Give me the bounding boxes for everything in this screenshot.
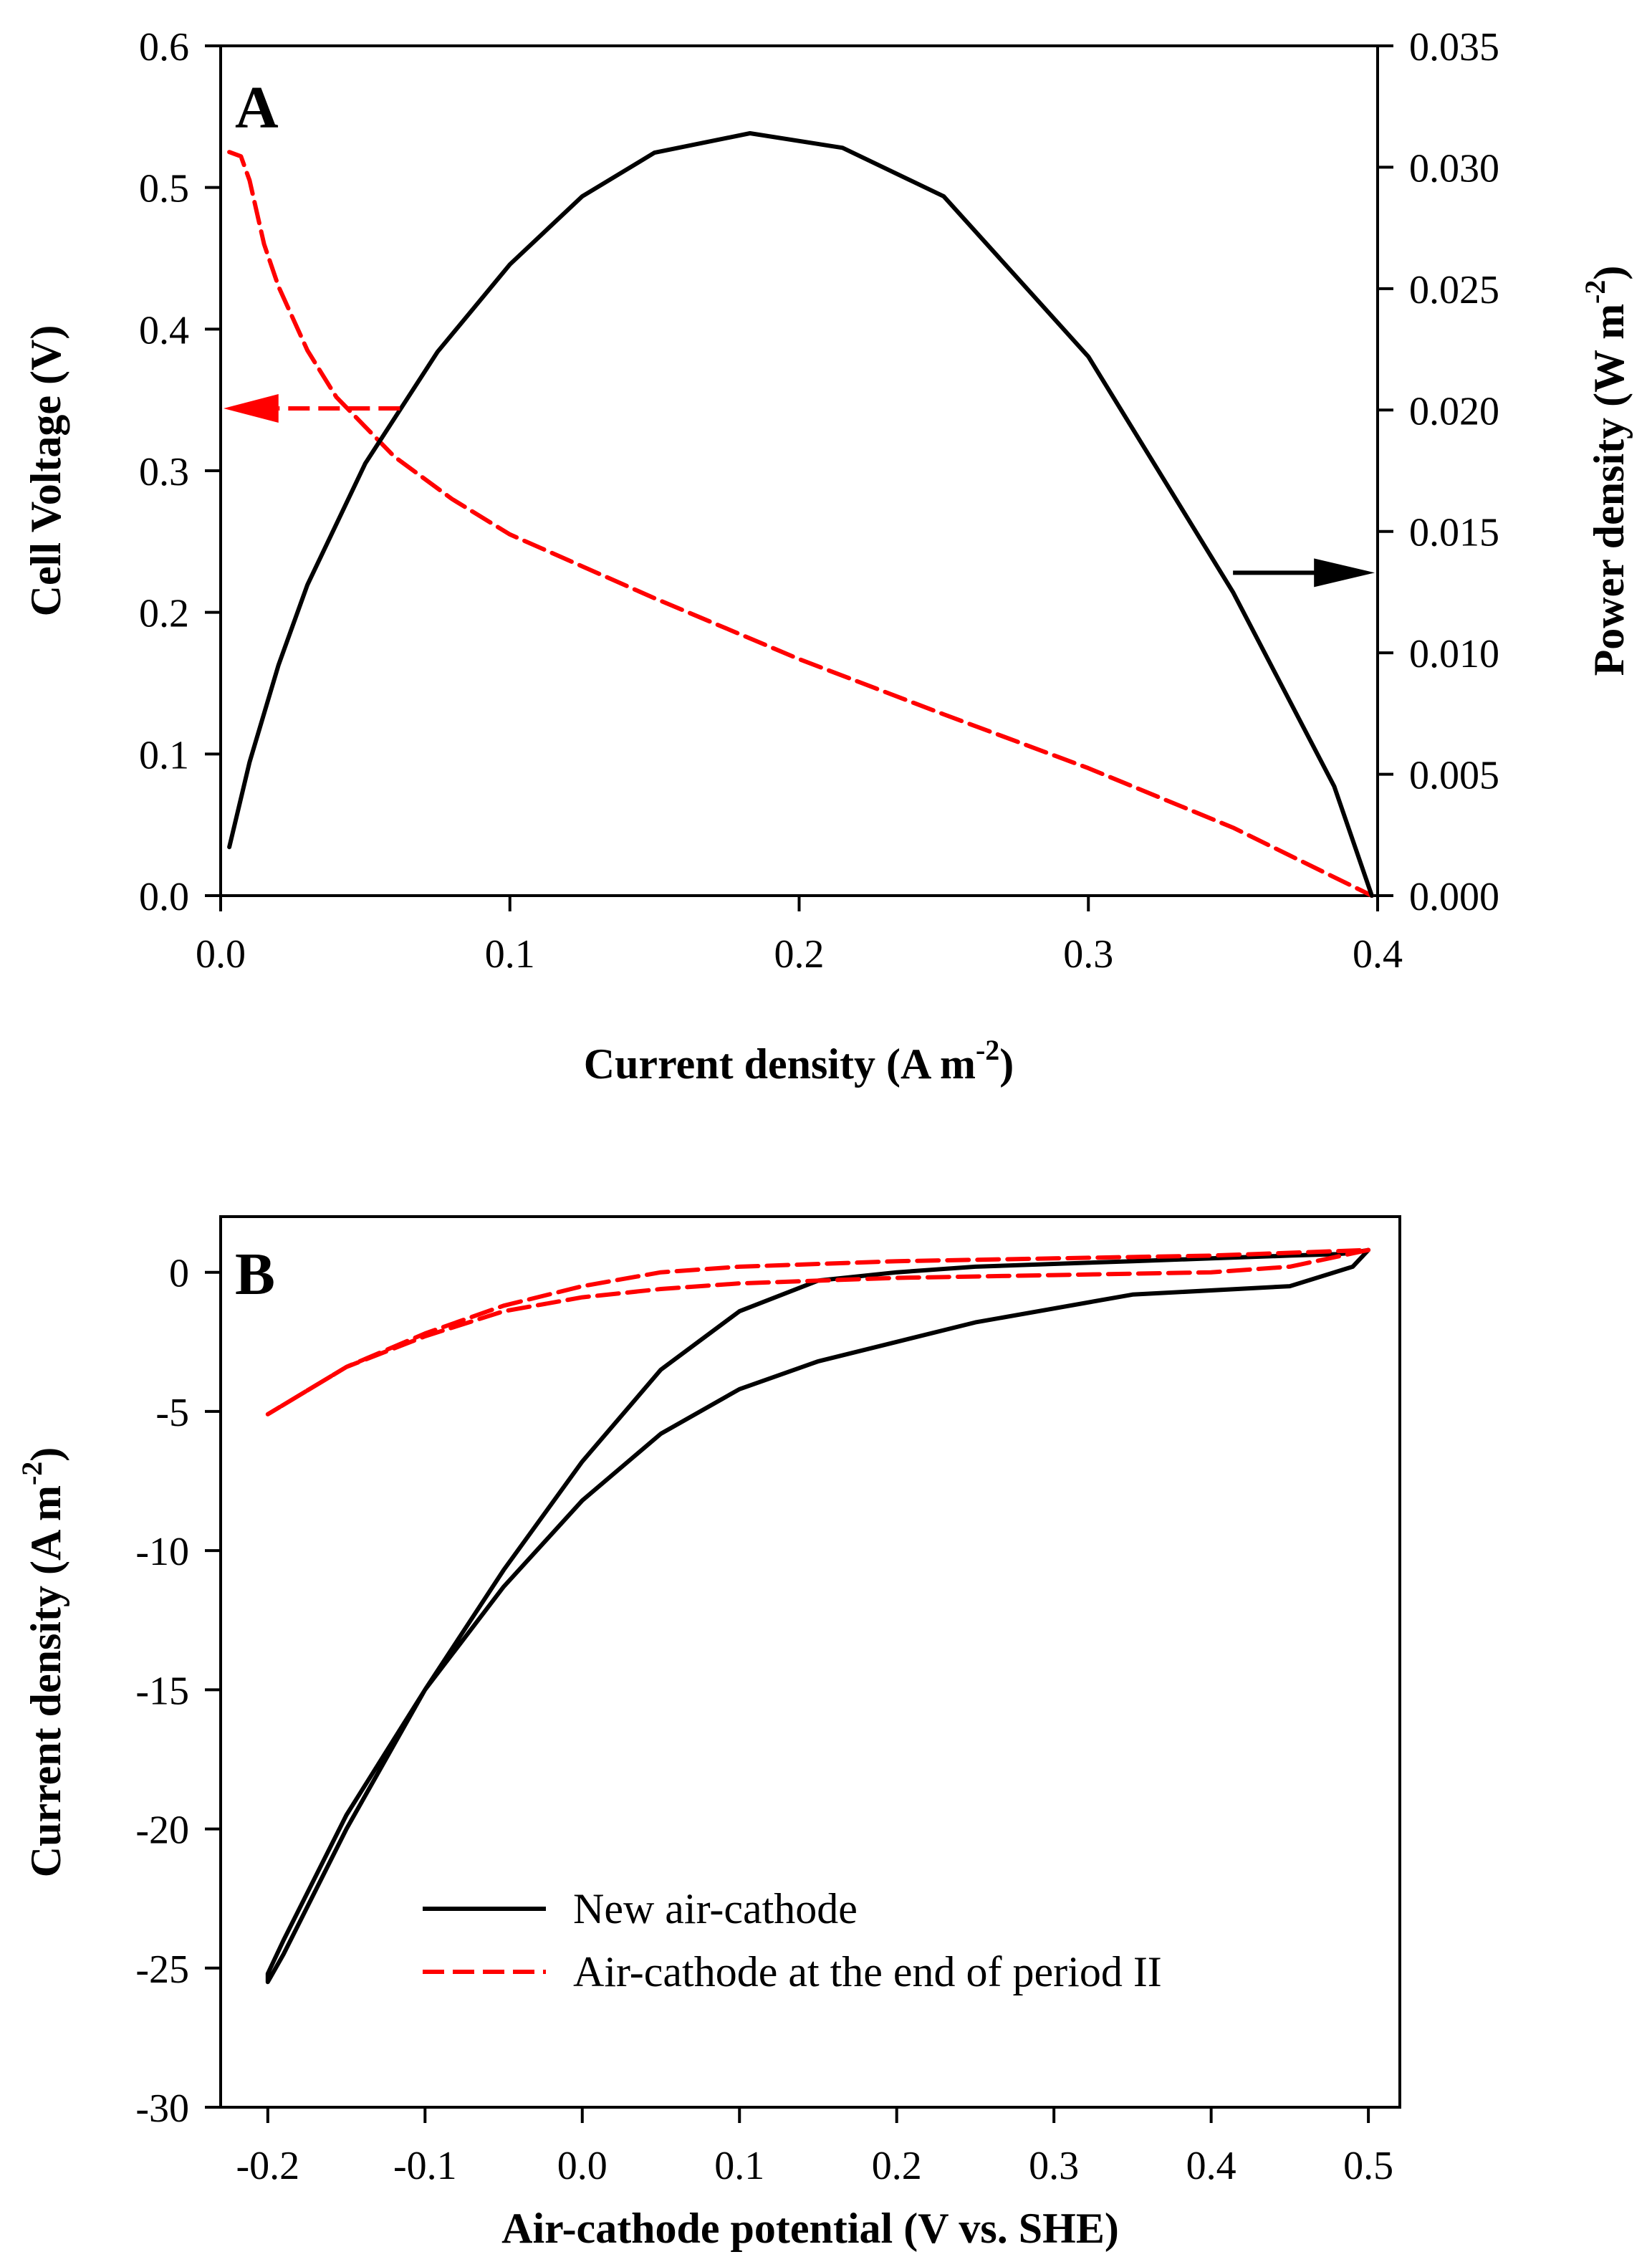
panel-a-y2-axis-title: Power density (W m-2): [1579, 266, 1633, 676]
panel-a-y2-tick-label: 0.000: [1409, 875, 1499, 919]
panel-b-y-tick-label: -10: [135, 1530, 189, 1574]
panel-b-y-tick-label: 0: [169, 1252, 189, 1296]
panel-a-x-tick-label: 0.1: [485, 932, 535, 977]
panel-a-arrows: [224, 394, 1375, 588]
legend: New air-cathode Air-cathode at the end o…: [423, 1885, 1162, 1995]
panel-a-y-ticks: 0.0 0.1 0.2 0.3 0.4 0.5 0.6: [139, 25, 221, 919]
panel-b-y-tick-label: -5: [155, 1391, 189, 1435]
panel-a-x-tick-label: 0.4: [1353, 932, 1403, 977]
panel-b-series: [265, 1247, 1371, 1985]
panel-a-y2-tick-label: 0.010: [1409, 632, 1499, 676]
panel-b-x-axis-title: Air-cathode potential (V vs. SHE): [501, 2205, 1119, 2252]
panel-b-x-tick-label: 0.4: [1186, 2144, 1236, 2188]
panel-a-y2-tick-label: 0.035: [1409, 25, 1499, 70]
panel-a-series: [227, 131, 1374, 898]
panel-b-x-tick-label: -0.1: [393, 2144, 457, 2188]
panel-b-x-tick-label: 0.1: [714, 2144, 764, 2188]
panel-a-y-tick-label: 0.3: [139, 450, 189, 494]
panel-b-x-tick-label: 0.3: [1029, 2144, 1079, 2188]
panel-a-y2-tick-label: 0.005: [1409, 754, 1499, 798]
panel-a-y2-tick-label: 0.015: [1409, 511, 1499, 555]
panel-b-x-tick-label: 0.5: [1343, 2144, 1393, 2188]
panel-a-x-tick-label: 0.2: [774, 932, 825, 977]
series-line-new-air-cathode: [265, 1247, 1371, 1985]
panel-b-x-ticks: -0.2 -0.1 0.0 0.1 0.2 0.3 0.4 0.5: [236, 2107, 1393, 2188]
panel-a-x-axis-title: Current density (A m-2): [584, 1034, 1014, 1088]
panel-a: 0.0 0.1 0.2 0.3 0.4 0.0 0.1 0.2 0.3 0.4 0.5 0.6 0.…: [22, 25, 1633, 1088]
panel-b-y-tick-label: -30: [135, 2086, 189, 2131]
panel-a-x-tick-label: 0.0: [196, 932, 246, 977]
panel-b-y-tick-label: -25: [135, 1947, 189, 1992]
voltage-arrow-head: [224, 394, 279, 423]
panel-a-y-tick-label: 0.6: [139, 25, 189, 70]
series-line-cell-voltage: [227, 150, 1374, 898]
panel-a-x-tick-label: 0.3: [1063, 932, 1113, 977]
panel-a-y-tick-label: 0.1: [139, 733, 189, 777]
panel-b-y-tick-label: -15: [135, 1669, 189, 1713]
panel-a-x-ticks: 0.0 0.1 0.2 0.3 0.4: [196, 896, 1403, 977]
panel-b-plot-frame: [219, 1215, 1401, 2109]
series-line-power-density: [227, 131, 1374, 898]
series-line-air-cathode-at-the-end-of-period-ii: [265, 1247, 1371, 1417]
panel-b-y-ticks: 0 -5 -10 -15 -20 -25 -30: [135, 1252, 221, 2131]
panel-a-label: A: [235, 75, 279, 141]
panel-b-y-axis-title: Current density (A m-2): [16, 1447, 69, 1878]
panel-a-y2-ticks: 0.000 0.005 0.010 0.015 0.020 0.025 0.030 0.035: [1378, 25, 1499, 919]
panel-a-plot-frame: [219, 44, 1379, 897]
panel-a-y-axis-title: Cell Voltage (V): [22, 325, 69, 617]
legend-label-new-air-cathode: New air-cathode: [573, 1885, 858, 1932]
panel-a-y-tick-label: 0.2: [139, 592, 189, 636]
panel-a-y2-tick-label: 0.025: [1409, 268, 1499, 312]
panel-a-y-tick-label: 0.4: [139, 308, 189, 353]
panel-b-x-tick-label: -0.2: [236, 2144, 300, 2188]
panel-b: -0.2 -0.1 0.0 0.1 0.2 0.3 0.4 0.5 0 -5 -10 -15 -20 -…: [16, 1215, 1401, 2252]
panel-a-y2-tick-label: 0.030: [1409, 146, 1499, 191]
panel-b-label: B: [235, 1241, 275, 1308]
panel-b-x-tick-label: 0.2: [872, 2144, 922, 2188]
power-arrow-head: [1314, 558, 1375, 588]
panel-a-y-tick-label: 0.5: [139, 167, 189, 211]
legend-label-period-ii: Air-cathode at the end of period II: [573, 1948, 1162, 1995]
panel-a-y-tick-label: 0.0: [139, 875, 189, 919]
panel-b-y-tick-label: -20: [135, 1808, 189, 1853]
panel-a-y2-tick-label: 0.020: [1409, 389, 1499, 433]
panel-b-x-tick-label: 0.0: [557, 2144, 608, 2188]
